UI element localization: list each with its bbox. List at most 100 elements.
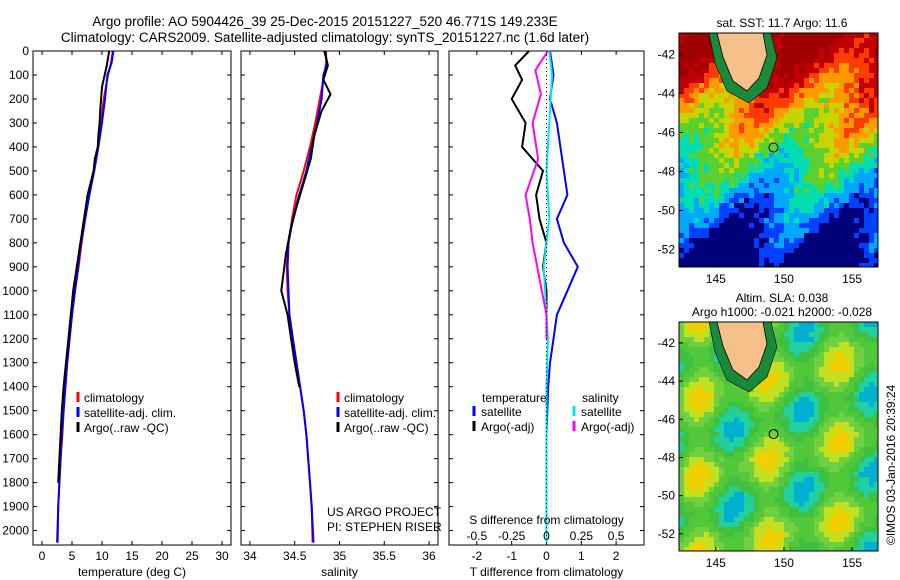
map-x-tick-label: 155 [842,272,862,286]
map-y-tick-label: -42 [658,336,676,350]
x-axis-label: salinity [321,565,358,579]
series-line-3 [280,50,332,387]
legend-label: Argo(-adj) [581,420,634,434]
series-line-4 [524,50,549,339]
map-x-tick-label: 155 [842,556,862,570]
legend-label: satellite [481,405,522,419]
map-x-tick-label: 145 [706,272,726,286]
sla-map: -42 -44 -46 -48 -50 -52 145 150 155 [658,321,879,570]
legend-label: satellite-adj. clim. [84,406,176,420]
y-tick-label: 700 [9,212,29,226]
sla-map-title-line2: Argo h1000: -0.021 h2000: -0.028 [691,305,873,319]
series-line-2 [510,50,548,339]
map-y-tick-label: -44 [658,86,676,100]
secondary-axis-label: S difference from climatology [469,513,624,527]
sla-map-field [679,322,878,551]
map-y-tick-label: -46 [658,412,676,426]
secondary-tick-label: -0.5 [467,529,488,543]
map-x-tick-label: 150 [774,556,794,570]
legend-label: satellite [581,405,622,419]
x-tick-label: 5 [69,549,76,563]
secondary-tick-label: 0.5 [608,529,625,543]
x-tick-label: 10 [95,549,109,563]
y-tick-label: 500 [9,164,29,178]
x-tick-label: 34 [243,549,257,563]
sst-map-title: sat. SST: 11.7 Argo: 11.6 [716,16,848,30]
y-tick-label: 1600 [2,428,29,442]
y-tick-label: 400 [9,140,29,154]
sst-map: -42 -44 -46 -48 -50 -52 145 150 155 [658,32,879,286]
series-line-3 [57,50,111,483]
y-tick-label: 1200 [2,332,29,346]
map-y-tick-label: -42 [658,47,676,61]
map-y-tick-label: -50 [658,489,676,503]
y-tick-label: 1300 [2,356,29,370]
legend-label: Argo(..raw -QC) [344,421,429,435]
legend-label: climatology [84,391,144,405]
profile-panel-3: -2 -1 0 1 2 T difference from climatology S di… [448,50,645,579]
y-tick-label: 1500 [2,404,29,418]
x-tick-label: 20 [155,549,169,563]
map-y-tick-label: -46 [658,125,676,139]
legend-title-temperature: temperature [482,391,547,405]
y-tick-label: 600 [9,188,29,202]
map-frame [678,321,879,552]
x-tick-label: 35.5 [373,549,397,563]
map-y-tick-label: -48 [658,450,676,464]
x-tick-label: 0 [39,549,46,563]
figure-title-line2: Climatology: CARS2009. Satellite-adjuste… [60,30,590,45]
x-tick-label: 1 [578,549,585,563]
legend-label: Argo(..raw -QC) [84,421,169,435]
y-tick-label: 1800 [2,476,29,490]
y-tick-label: 1900 [2,500,29,514]
sla-map-title-line1: Altim. SLA: 0.038 [735,291,829,305]
x-axis-label: temperature (deg C) [78,565,186,579]
profile-panel-2: 34 34.5 35 35.5 36 salinity climatologysatelli… [240,50,442,579]
series-line-2 [56,50,115,543]
y-tick-label: 2000 [2,524,29,538]
series-line-3 [542,50,554,543]
legend-label: Argo(-adj) [481,420,534,434]
x-tick-label: 15 [125,549,139,563]
pi-annotation: PI: STEPHEN RISER [327,520,442,534]
x-tick-label: 0 [543,549,550,563]
y-tick-label: 300 [9,116,29,130]
plot-frame [240,50,439,546]
profile-panel-1: 0 5 10 15 20 25 30 temperature (deg C) 0 100 200 30… [2,44,232,579]
x-tick-label: 2 [613,549,620,563]
x-tick-label: -2 [472,549,483,563]
map-y-tick-label: -44 [658,374,676,388]
figure-title-line1: Argo profile: AO 5904426_39 25-Dec-2015 … [92,14,558,29]
series-line-2 [286,50,329,543]
y-tick-label: 100 [9,68,29,82]
x-tick-label: 34.5 [283,549,307,563]
map-x-tick-label: 145 [706,556,726,570]
x-tick-label: 35 [333,549,347,563]
map-y-tick-label: -48 [658,164,676,178]
imos-timestamp: ©IMOS 03-Jan-2016 20:39:24 [884,384,898,545]
legend-title-salinity: salinity [582,391,619,405]
argo-float-marker [768,429,779,440]
argo-float-marker [768,142,779,153]
legend-label: satellite-adj. clim. [344,406,436,420]
map-y-tick-label: -50 [658,203,676,217]
tasmania-landmass [716,322,768,381]
tasmania-landmass [716,33,768,92]
x-tick-label: 30 [215,549,229,563]
x-tick-label: -1 [506,549,517,563]
x-tick-label: 36 [422,549,436,563]
y-tick-label: 900 [9,260,29,274]
secondary-tick-label: 0.25 [570,529,594,543]
sst-map-field [679,33,878,267]
map-y-tick-label: -52 [658,242,676,256]
y-tick-label: 0 [22,44,29,58]
x-axis-label: T difference from climatology [470,565,624,579]
project-annotation: US ARGO PROJECT [327,505,442,519]
y-tick-label: 1100 [3,308,29,322]
plot-frame [32,50,232,546]
legend-label: climatology [344,391,404,405]
y-tick-label: 200 [9,92,29,106]
x-tick-label: 25 [185,549,199,563]
y-tick-label: 800 [9,236,29,250]
